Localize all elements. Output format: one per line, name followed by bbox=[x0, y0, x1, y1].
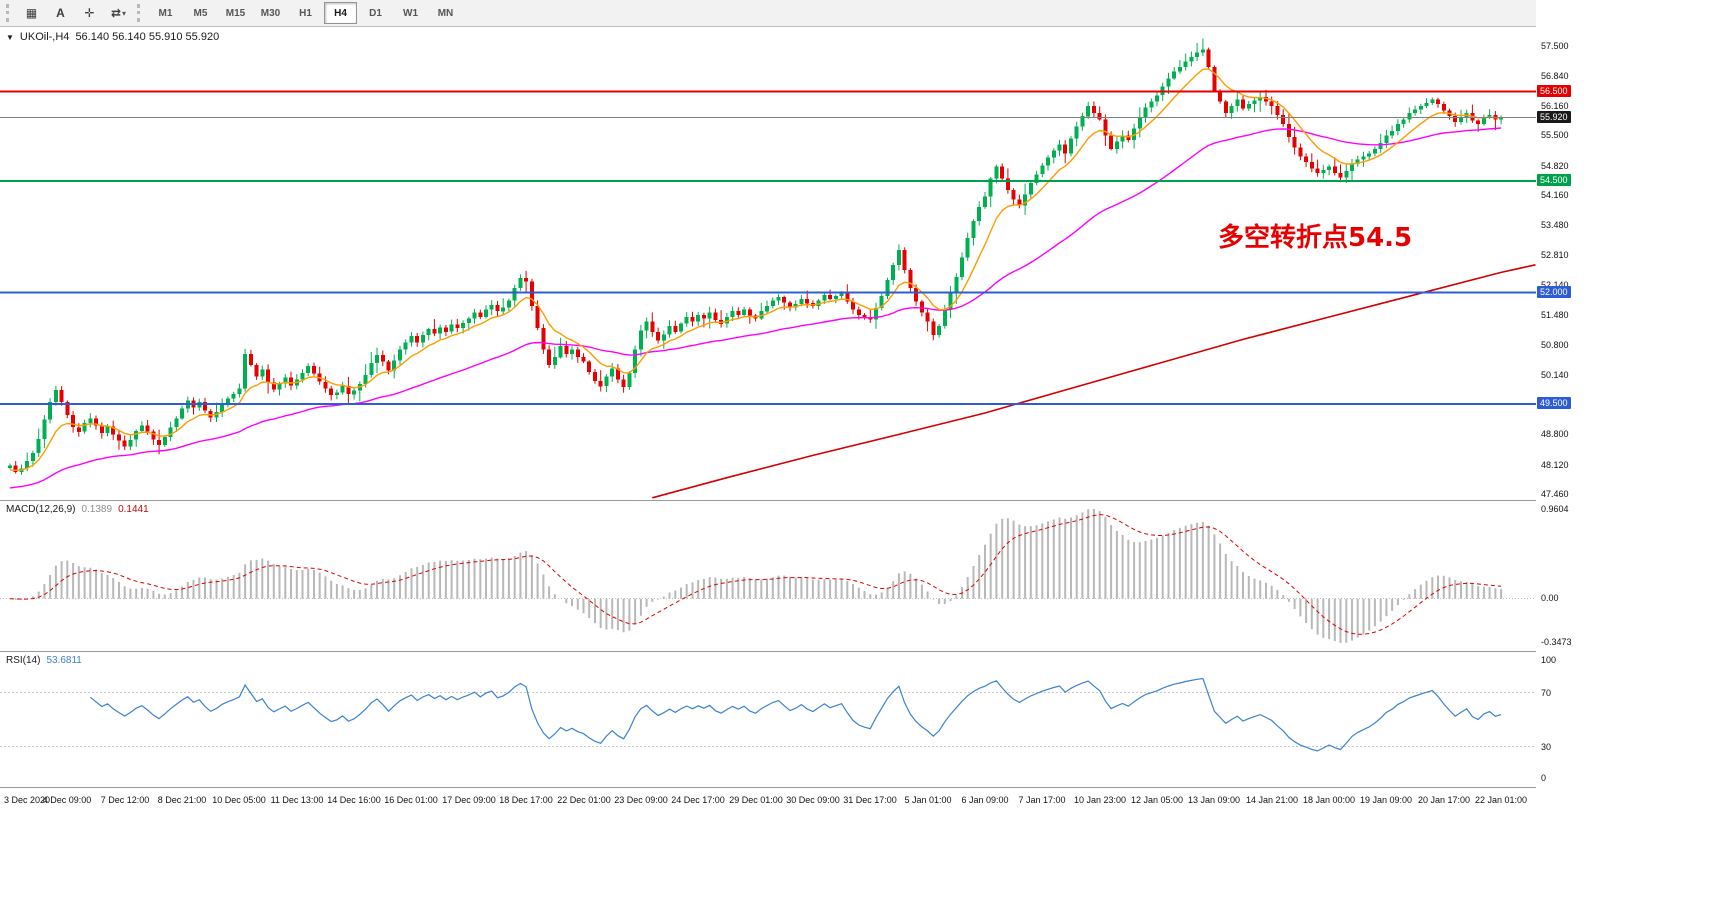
chart-annotation-text[interactable]: 多空转折点54.5 bbox=[1218, 223, 1413, 253]
price-tick: 48.800 bbox=[1541, 429, 1569, 439]
time-label: 22 Dec 01:00 bbox=[557, 795, 611, 805]
rsi-axis-0: 0 bbox=[1541, 773, 1547, 783]
time-label: 10 Dec 05:00 bbox=[212, 795, 266, 805]
price-tick: 57.500 bbox=[1541, 41, 1569, 51]
time-label: 18 Dec 17:00 bbox=[499, 795, 553, 805]
candlestick-chart[interactable] bbox=[0, 27, 1536, 500]
time-label: 31 Dec 17:00 bbox=[843, 795, 897, 805]
macd-main-value: 0.1389 bbox=[81, 504, 113, 515]
panel-splitter[interactable] bbox=[0, 651, 1733, 652]
timeframe-m5-button[interactable]: M5 bbox=[193, 7, 208, 19]
timeframe-w1-button[interactable]: W1 bbox=[403, 7, 418, 19]
time-label: 20 Jan 17:00 bbox=[1417, 795, 1471, 805]
time-label: 14 Dec 16:00 bbox=[327, 795, 381, 805]
timeframe-m1-button[interactable]: M1 bbox=[158, 7, 173, 19]
rsi-axis-100: 100 bbox=[1541, 655, 1557, 665]
time-label: 3 Dec 2020 bbox=[4, 795, 51, 805]
price-badge: 56.500 bbox=[1537, 85, 1571, 97]
price-badge: 55.920 bbox=[1537, 111, 1571, 123]
price-badge: 49.500 bbox=[1537, 397, 1571, 409]
time-label: 7 Jan 17:00 bbox=[1018, 795, 1066, 805]
price-badge: 54.500 bbox=[1537, 174, 1571, 186]
rsi-value: 53.6811 bbox=[46, 655, 82, 666]
crosshair-icon[interactable]: ✛ bbox=[76, 2, 103, 25]
time-label: 30 Dec 09:00 bbox=[786, 795, 840, 805]
rsi-panel[interactable]: RSI(14) 53.6811 bbox=[0, 652, 1536, 787]
macd-signal-value: 0.1441 bbox=[118, 504, 149, 515]
ohlc-values: 56.140 56.140 55.910 55.920 bbox=[75, 31, 220, 43]
text-tool-glyph: A bbox=[56, 6, 65, 20]
symbol-ohlc-bar: ▼ UKOil-,H4 56.140 56.140 55.910 55.920 bbox=[6, 31, 219, 43]
time-label: 4 Dec 09:00 bbox=[42, 795, 92, 805]
price-tick: 48.120 bbox=[1541, 460, 1569, 470]
price-tick: 51.480 bbox=[1541, 310, 1569, 320]
rsi-title: RSI(14) 53.6811 bbox=[6, 655, 82, 666]
price-tick: 47.460 bbox=[1541, 489, 1569, 499]
toolbar: ▦ A ✛ ⇄ ▾ M1 M5 M15 M30 H1 H4 D1 W1 MN bbox=[0, 0, 1733, 27]
price-chart-panel[interactable]: ▼ UKOil-,H4 56.140 56.140 55.910 55.920 … bbox=[0, 27, 1536, 500]
time-label: 24 Dec 17:00 bbox=[671, 795, 725, 805]
timeframe-mn-button[interactable]: MN bbox=[437, 7, 454, 19]
rsi-chart[interactable] bbox=[0, 652, 1536, 787]
price-tick: 56.840 bbox=[1541, 71, 1569, 81]
time-label: 12 Jan 05:00 bbox=[1130, 795, 1184, 805]
time-label: 10 Jan 23:00 bbox=[1073, 795, 1127, 805]
time-label: 19 Jan 09:00 bbox=[1359, 795, 1413, 805]
time-label: 5 Jan 01:00 bbox=[904, 795, 952, 805]
macd-chart[interactable] bbox=[0, 501, 1536, 651]
chart-grid-icon[interactable]: ▦ bbox=[18, 2, 45, 25]
macd-axis-min: -0.3473 bbox=[1541, 637, 1572, 647]
toolbar-gripper[interactable] bbox=[6, 4, 13, 22]
time-label: 17 Dec 09:00 bbox=[442, 795, 496, 805]
time-label: 11 Dec 13:00 bbox=[270, 795, 324, 805]
timeframe-h4-button[interactable]: H4 bbox=[324, 2, 357, 24]
time-label: 22 Jan 01:00 bbox=[1474, 795, 1528, 805]
symbol-label: UKOil-,H4 bbox=[19, 31, 70, 43]
price-tick: 50.800 bbox=[1541, 340, 1569, 350]
macd-title: MACD(12,26,9) 0.1389 0.1441 bbox=[6, 504, 149, 515]
price-badge: 52.000 bbox=[1537, 286, 1571, 298]
price-tick: 52.810 bbox=[1541, 250, 1569, 260]
time-label: 7 Dec 12:00 bbox=[100, 795, 150, 805]
time-label: 8 Dec 21:00 bbox=[157, 795, 207, 805]
timeframe-h1-button[interactable]: H1 bbox=[299, 7, 312, 19]
rsi-axis-70: 70 bbox=[1541, 688, 1552, 698]
crosshair-glyph: ✛ bbox=[84, 6, 95, 20]
price-tick: 55.500 bbox=[1541, 130, 1569, 140]
chevron-down-icon: ▾ bbox=[122, 8, 127, 18]
price-tick: 54.820 bbox=[1541, 161, 1569, 171]
macd-axis-max: 0.9604 bbox=[1541, 504, 1569, 514]
macd-axis-zero: 0.00 bbox=[1541, 593, 1559, 603]
price-tick: 52.140 bbox=[1541, 280, 1569, 290]
timeframe-m30-button[interactable]: M30 bbox=[260, 7, 281, 19]
objects-dropdown-icon[interactable]: ⇄ ▾ bbox=[105, 2, 132, 25]
macd-panel[interactable]: MACD(12,26,9) 0.1389 0.1441 bbox=[0, 501, 1536, 651]
panel-splitter[interactable] bbox=[0, 500, 1733, 501]
time-label: 23 Dec 09:00 bbox=[614, 795, 668, 805]
time-label: 6 Jan 09:00 bbox=[961, 795, 1009, 805]
objects-glyph: ⇄ bbox=[110, 6, 122, 20]
time-label: 14 Jan 21:00 bbox=[1245, 795, 1299, 805]
toolbar-gripper[interactable] bbox=[137, 4, 144, 22]
macd-label: MACD(12,26,9) bbox=[6, 504, 76, 515]
timeframe-d1-button[interactable]: D1 bbox=[369, 7, 382, 19]
price-tick: 56.160 bbox=[1541, 101, 1569, 111]
rsi-axis-30: 30 bbox=[1541, 742, 1552, 752]
rsi-label: RSI(14) bbox=[6, 655, 41, 666]
price-tick: 54.160 bbox=[1541, 190, 1569, 200]
panel-splitter[interactable] bbox=[0, 787, 1733, 788]
price-axis[interactable]: 0.9604 0.00 -0.3473 100 70 30 0 57.500 56… bbox=[1536, 0, 1733, 897]
time-label: 16 Dec 01:00 bbox=[384, 795, 438, 805]
time-label: 18 Jan 00:00 bbox=[1302, 795, 1356, 805]
price-tick: 53.480 bbox=[1541, 220, 1569, 230]
chart-grid-glyph: ▦ bbox=[25, 6, 38, 20]
price-tick: 50.140 bbox=[1541, 370, 1569, 380]
text-tool-icon[interactable]: A bbox=[47, 2, 74, 25]
timeframe-m15-button[interactable]: M15 bbox=[225, 7, 246, 19]
symbol-collapse-icon[interactable]: ▼ bbox=[6, 32, 14, 42]
time-axis[interactable]: 3 Dec 2020 4 Dec 09:00 7 Dec 12:00 8 Dec 21… bbox=[0, 788, 1733, 814]
time-label: 13 Jan 09:00 bbox=[1187, 795, 1241, 805]
time-label: 29 Dec 01:00 bbox=[729, 795, 783, 805]
